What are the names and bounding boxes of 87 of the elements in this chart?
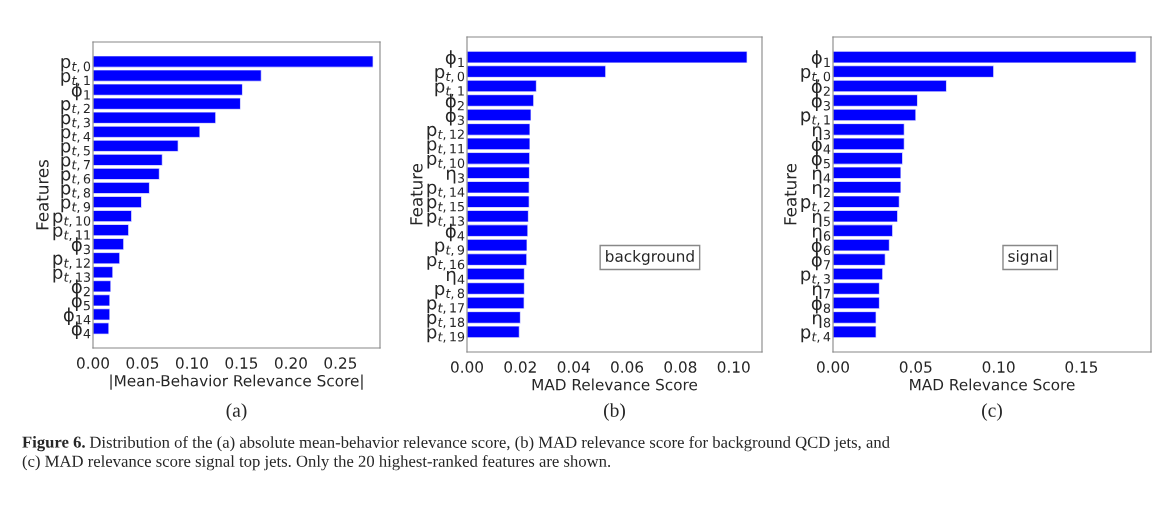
bar bbox=[833, 79, 947, 93]
annotation: background bbox=[606, 250, 694, 265]
y-tick-label: p$_{t,14}$ bbox=[427, 183, 465, 199]
y-tick-label: p$_{t,8}$ bbox=[435, 284, 465, 300]
y-tick-label: p$_{t,3}$ bbox=[61, 114, 90, 129]
bar bbox=[93, 167, 160, 180]
y-tick-label: p$_{t,12}$ bbox=[427, 125, 464, 141]
bar bbox=[93, 252, 121, 265]
y-tick-label: p$_{t,5}$ bbox=[61, 142, 90, 157]
y-tick-label: p$_{t,2}$ bbox=[801, 198, 830, 213]
caption: Figure 6. bbox=[22, 436, 85, 452]
bar bbox=[467, 108, 532, 122]
y-tick-label: p$_{t,10}$ bbox=[427, 154, 465, 170]
x-tick-label: 0.05 bbox=[126, 357, 159, 369]
y-tick-label: ϕ$_{1}$ bbox=[445, 50, 464, 68]
x-tick-label: 0.10 bbox=[175, 357, 208, 369]
bar bbox=[93, 238, 125, 251]
x-tick-label: 0.00 bbox=[451, 361, 483, 373]
x-tick-label: 0.15 bbox=[225, 357, 258, 369]
y-tick-label: p$_{t,4}$ bbox=[801, 328, 831, 343]
bar bbox=[93, 153, 163, 166]
y-tick-label: p$_{t,10}$ bbox=[53, 212, 91, 227]
y-tick-label: p$_{t,0}$ bbox=[61, 57, 91, 73]
x-tick-label: 0.04 bbox=[557, 361, 590, 373]
x-tick-label: 0.10 bbox=[982, 361, 1015, 373]
bar bbox=[93, 125, 201, 138]
bar bbox=[833, 267, 884, 281]
x-tick-label: 0.05 bbox=[899, 361, 932, 373]
x-tick-label: 0.02 bbox=[504, 361, 536, 373]
x-tick-label: 0.10 bbox=[717, 361, 750, 373]
y-axis-title: Features bbox=[36, 159, 49, 230]
y-tick-label: p$_{t,15}$ bbox=[427, 198, 464, 213]
bar bbox=[833, 296, 880, 310]
y-tick-label: η$_{2}$ bbox=[813, 184, 830, 198]
y-tick-label: η$_{5}$ bbox=[813, 212, 830, 227]
bar bbox=[93, 182, 150, 194]
x-tick-label: 0.15 bbox=[1065, 361, 1098, 373]
y-tick-label: p$_{t,3}$ bbox=[801, 270, 830, 285]
y-tick-label: p$_{t,9}$ bbox=[61, 198, 91, 213]
bar bbox=[93, 196, 142, 208]
y-tick-label: p$_{t,16}$ bbox=[427, 255, 465, 271]
x-tick-label: 0.00 bbox=[77, 357, 109, 369]
bar bbox=[467, 94, 535, 107]
text: (a) bbox=[226, 403, 247, 421]
text: (c) MAD relevance score signal top jets. Only the 20 highest-ranked features are shown. bbox=[22, 455, 611, 471]
y-tick-label: η$_{8}$ bbox=[813, 314, 831, 329]
y-tick-label: p$_{t,18}$ bbox=[427, 313, 465, 329]
bar bbox=[833, 94, 918, 107]
annotation: signal bbox=[1008, 250, 1052, 265]
y-tick-label: p$_{t,0}$ bbox=[435, 67, 465, 83]
y-tick-label: ϕ$_{1}$ bbox=[811, 50, 830, 68]
text: Distribution of the (a) absolute mean-behavior relevance score, (b) MAD relevance score for background QCD jets, and bbox=[89, 436, 890, 452]
bar bbox=[467, 267, 525, 281]
bar bbox=[93, 210, 132, 223]
y-tick-label: p$_{t,7}$ bbox=[61, 156, 90, 171]
x-axis-title: MAD Relevance Score bbox=[532, 378, 698, 391]
bar bbox=[467, 79, 537, 93]
y-tick-label: p$_{t,6}$ bbox=[61, 170, 91, 185]
x-tick-label: 0.20 bbox=[274, 357, 307, 369]
bar bbox=[833, 108, 917, 122]
x-tick-label: 0.25 bbox=[324, 357, 357, 369]
y-tick-label: p$_{t,11}$ bbox=[427, 140, 464, 155]
y-tick-label: p$_{t,4}$ bbox=[61, 128, 91, 143]
y-axis-title: Feature bbox=[410, 163, 423, 225]
text: (b) bbox=[604, 403, 625, 421]
x-tick-label: 0.00 bbox=[817, 361, 849, 373]
x-axis-title: MAD Relevance Score bbox=[910, 378, 1075, 391]
y-tick-label: p$_{t,17}$ bbox=[427, 299, 464, 314]
y-tick-label: p$_{t,1}$ bbox=[801, 111, 830, 126]
x-tick-label: 0.06 bbox=[611, 361, 644, 373]
y-tick-label: η$_{3}$ bbox=[447, 169, 465, 184]
bar bbox=[833, 282, 880, 295]
y-tick-label: p$_{t,19}$ bbox=[427, 328, 465, 343]
bar bbox=[93, 224, 129, 237]
y-tick-label: p$_{t,9}$ bbox=[435, 241, 465, 257]
y-axis-title: Feature bbox=[784, 163, 797, 225]
y-tick-label: p$_{t,2}$ bbox=[61, 100, 90, 115]
y-tick-label: η$_{4}$ bbox=[447, 270, 465, 285]
x-tick-label: 0.08 bbox=[664, 361, 697, 373]
bar bbox=[467, 282, 525, 295]
text: (c) bbox=[982, 403, 1002, 421]
y-tick-label: p$_{t,8}$ bbox=[61, 184, 91, 199]
bar bbox=[93, 139, 179, 152]
bar bbox=[467, 296, 525, 310]
y-tick-label: η$_{4}$ bbox=[813, 169, 831, 184]
y-tick-label: p$_{t,12}$ bbox=[53, 254, 90, 270]
x-axis-title: |Mean-Behavior Relevance Score| bbox=[110, 374, 363, 390]
